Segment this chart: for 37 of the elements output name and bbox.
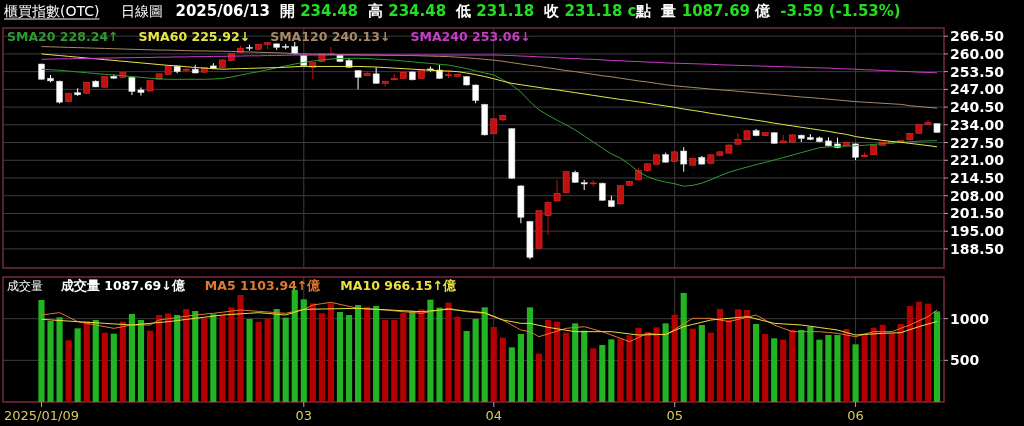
chart-subtitle: 日線圖: [121, 3, 164, 19]
series-label: SMA120 240.13↓: [270, 29, 391, 44]
text: 量 1087.69 億: [660, 2, 772, 20]
y-tick-label: 247.00: [950, 81, 1005, 98]
text: -3.59 (-1.53%): [780, 2, 901, 20]
text: 收 231.18 c點: [544, 2, 652, 20]
y-tick-label: 500: [950, 352, 980, 369]
x-tick-label: 2025/01/09: [4, 408, 79, 423]
y-tick-label: 227.50: [950, 134, 1005, 151]
text: 開 234.48: [279, 2, 359, 20]
y-tick-label: 240.50: [950, 99, 1005, 116]
x-tick-label: 03: [295, 408, 313, 423]
series-label: MA10 966.15↑億: [340, 278, 457, 293]
y-tick-label: 260.00: [950, 45, 1005, 62]
series-label: SMA60 225.92↓: [138, 29, 251, 44]
text: SMA20 228.24↑: [7, 29, 119, 44]
y-tick-label: 234.00: [950, 116, 1005, 133]
x-tick-label: 06: [847, 408, 864, 423]
y-tick-label: 1000: [950, 310, 990, 327]
y-tick-label: 201.50: [950, 205, 1005, 222]
x-tick-label: 04: [485, 408, 503, 423]
text: 低 231.18: [455, 2, 535, 20]
chart-title: 櫃買指數(OTC): [4, 3, 100, 19]
series-label: MA5 1103.94↑億: [204, 278, 322, 293]
y-tick-label: 253.50: [950, 63, 1005, 80]
series-label: SMA240 253.06↓: [410, 29, 531, 44]
y-tick-label: 214.50: [950, 170, 1005, 186]
y-tick-label: 266.50: [950, 28, 1005, 45]
chart-title: 成交量: [7, 279, 43, 293]
x-tick-label: 05: [666, 408, 683, 423]
y-tick-label: 208.00: [950, 187, 1005, 204]
y-tick-label: 195.00: [950, 223, 1005, 240]
text: 高 234.48: [368, 2, 447, 20]
y-tick-label: 188.50: [950, 240, 1005, 257]
series-label: 成交量 1087.69↓億: [60, 278, 186, 293]
y-tick-label: 221.00: [950, 152, 1005, 169]
text: 2025/06/13: [175, 2, 270, 20]
